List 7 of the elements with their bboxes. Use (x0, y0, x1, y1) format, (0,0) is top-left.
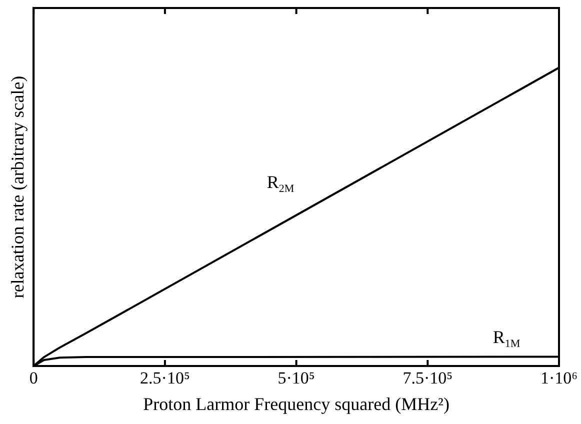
x-axis-title: Proton Larmor Frequency squared (MHz²) (143, 394, 450, 414)
x-tick-label: 2.5·10⁵ (140, 368, 190, 388)
x-tick-label: 7.5·10⁵ (402, 368, 453, 388)
y-axis-title: relaxation rate (arbitrary scale) (8, 76, 28, 298)
x-tick-label: 5·10⁵ (278, 368, 315, 388)
x-tick-label: 1·10⁶ (540, 368, 578, 388)
x-tick-label: 0 (29, 368, 38, 388)
